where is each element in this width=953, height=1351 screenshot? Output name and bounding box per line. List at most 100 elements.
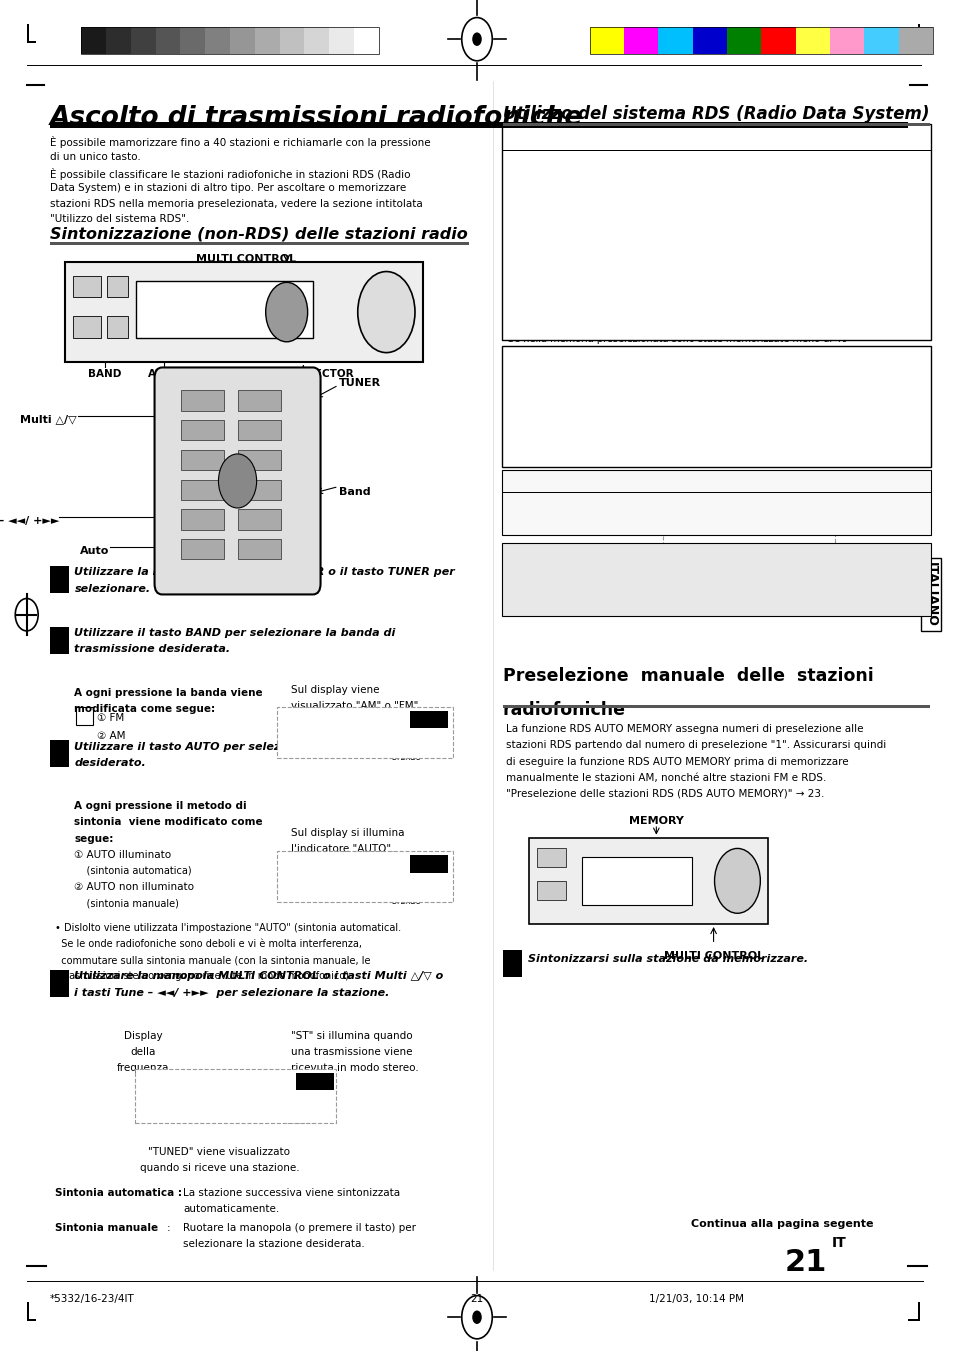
Bar (181, 509, 224, 530)
Text: in "Preselezione delle stazioni RDS (RDS AUTO MEMORY)" → 23.: in "Preselezione delle stazioni RDS (RDS… (508, 589, 819, 598)
Text: selezionare.: selezionare. (74, 584, 151, 593)
Text: quando si riceve una stazione.: quando si riceve una stazione. (139, 1163, 299, 1173)
Text: 21: 21 (470, 1294, 483, 1304)
Bar (501, 346, 930, 467)
Bar (410, 855, 448, 873)
Text: dati di testo viene visualizzato "NO RT".: dati di testo viene visualizzato "NO RT"… (508, 411, 701, 420)
Bar (502, 705, 929, 708)
Text: AUTO: AUTO (148, 369, 180, 378)
Bar (136, 281, 313, 338)
Bar (155, 27, 180, 54)
Bar (81, 27, 106, 54)
Bar (279, 27, 304, 54)
Text: comunica informazioni utili (sotto forma di dati digitali) per le trasmissioni: comunica informazioni utili (sotto forma… (505, 150, 894, 161)
Bar (276, 851, 453, 902)
Text: ① FM: ① FM (97, 713, 125, 723)
Text: trasmissioni stereo vengono ricevute in modo monofonico).: trasmissioni stereo vengono ricevute in … (55, 971, 352, 981)
Bar (238, 390, 281, 411)
Text: Utilizzare il tasto AUTO per selezionare il metodo di sintonia: Utilizzare il tasto AUTO per selezionare… (74, 742, 454, 751)
Bar (72, 276, 101, 297)
Text: viene premuto il tasto RDS Disp. (Display). Se non vengono trasmessi: viene premuto il tasto RDS Disp. (Displa… (508, 394, 850, 404)
Text: Ruotare la manopola (o premere il tasto) per: Ruotare la manopola (o premere il tasto)… (183, 1223, 416, 1232)
Bar (181, 539, 224, 559)
Text: i tasti Tune – ◄◄/ +►►  per selezionare la stazione.: i tasti Tune – ◄◄/ +►► per selezionare l… (74, 988, 390, 997)
Text: Sintonia automatica :: Sintonia automatica : (55, 1188, 182, 1197)
Text: Utilizzare il tasto BAND per selezionare la banda di: Utilizzare il tasto BAND per selezionare… (74, 628, 395, 638)
Text: "Utilizzo del sistema RDS".: "Utilizzo del sistema RDS". (50, 213, 189, 224)
Text: • Dislolto viene utilizzata l'impostazione "AUTO" (sintonia automatical.: • Dislolto viene utilizzata l'impostazio… (55, 923, 401, 932)
Text: 2: 2 (51, 631, 60, 644)
Text: [display]: [display] (667, 519, 712, 528)
Text: sintonia  viene modificato come: sintonia viene modificato come (74, 817, 263, 827)
Bar (917, 1302, 919, 1321)
Text: (sintonia manuale): (sintonia manuale) (74, 898, 179, 908)
Text: stazione.: stazione. (505, 212, 553, 223)
Bar (529, 838, 767, 924)
Bar (863, 27, 898, 54)
Text: una trasmissione viene: una trasmissione viene (291, 1047, 412, 1056)
Text: Sul display si illumina: Sul display si illumina (291, 828, 404, 838)
Bar (501, 470, 930, 535)
Text: "ST" si illumina quando: "ST" si illumina quando (291, 1031, 412, 1040)
Text: visualizzato "AM" o "FM".: visualizzato "AM" o "FM". (291, 701, 421, 711)
Text: di un unico tasto.: di un unico tasto. (50, 153, 140, 162)
Text: → 23: → 23 (898, 284, 923, 293)
Bar (726, 27, 760, 54)
Text: Funzione Radio Text (testo radio): Funzione Radio Text (testo radio) (508, 359, 716, 369)
Bar (50, 566, 69, 593)
Bar (501, 543, 930, 616)
Bar (623, 27, 658, 54)
Text: Preselezione  manuale  delle  stazioni: Preselezione manuale delle stazioni (502, 667, 873, 685)
Text: IT: IT (831, 1236, 845, 1250)
Bar (658, 27, 692, 54)
Bar (502, 123, 929, 126)
Circle shape (218, 454, 256, 508)
Bar (410, 711, 448, 728)
Bar (27, 1319, 36, 1321)
Bar (537, 881, 565, 900)
Bar (898, 27, 932, 54)
Text: segue:: segue: (74, 834, 113, 843)
Text: 3: 3 (51, 744, 60, 758)
Text: INPUT SELECTOR: INPUT SELECTOR (253, 369, 353, 378)
Bar (181, 450, 224, 470)
Text: Ascolto di trasmissioni radiofoniche: Ascolto di trasmissioni radiofoniche (50, 105, 582, 131)
Text: Band: Band (338, 486, 370, 497)
Text: FM: FM (141, 1079, 155, 1089)
Text: Tune – ◄◄/ +►►: Tune – ◄◄/ +►► (0, 516, 59, 526)
Text: "TUNED" viene visualizzato: "TUNED" viene visualizzato (149, 1147, 290, 1156)
Text: Visualizzazione PS (nome Program Service): Visualizzazione PS (nome Program Service… (508, 226, 779, 235)
Bar (581, 857, 691, 905)
Bar (106, 27, 131, 54)
Text: RDS AUTO MEMORY facendo riferimento alla descrizione contenuta: RDS AUTO MEMORY facendo riferimento alla… (508, 571, 836, 581)
Text: MEMORY: MEMORY (628, 816, 683, 825)
Text: A ogni pressione il metodo di: A ogni pressione il metodo di (74, 801, 247, 811)
Circle shape (472, 1310, 481, 1324)
Bar (502, 950, 521, 977)
Bar (589, 27, 623, 54)
Text: AUTO: AUTO (411, 861, 432, 870)
Text: fino a 40 stazioni RDS.: fino a 40 stazioni RDS. (508, 317, 618, 327)
Text: Si sintonizza automaticamente su una stazione che sta trasmettendo: Si sintonizza automaticamente su una sta… (508, 185, 847, 195)
Bar (537, 848, 565, 867)
Bar (501, 150, 930, 151)
Text: desiderato.: desiderato. (74, 758, 146, 767)
Bar (907, 1319, 917, 1321)
Bar (238, 480, 281, 500)
Text: Visualizza i dati di testo radio trasmessi da alcune stazioni RDS quando: Visualizza i dati di testo radio trasmes… (508, 378, 857, 388)
Bar (180, 27, 205, 54)
Text: commutare sulla sintonia manuale (con la sintonia manuale, le: commutare sulla sintonia manuale (con la… (55, 955, 371, 965)
Bar (131, 27, 155, 54)
Text: Sul display viene: Sul display viene (291, 685, 379, 694)
Bar (662, 478, 834, 559)
Text: Continua alla pagina segente: Continua alla pagina segente (690, 1219, 873, 1228)
Bar (76, 707, 93, 725)
Text: Se le onde radiofoniche sono deboli e vi è molta interferenza,: Se le onde radiofoniche sono deboli e vi… (55, 939, 362, 948)
Circle shape (357, 272, 415, 353)
Text: stazioni RDS, nei posti vuoti vengono memorizzate stazioni FM: stazioni RDS, nei posti vuoti vengono me… (508, 350, 815, 359)
Text: → 23: → 23 (898, 168, 923, 177)
Bar (254, 27, 279, 54)
Text: Utilizzo del sistema RDS (Radio Data System): Utilizzo del sistema RDS (Radio Data Sys… (502, 105, 928, 123)
Bar (501, 124, 930, 340)
Text: Seleziona e memorizza automaticamente nella memoria preselezionata: Seleziona e memorizza automaticamente ne… (508, 301, 859, 311)
